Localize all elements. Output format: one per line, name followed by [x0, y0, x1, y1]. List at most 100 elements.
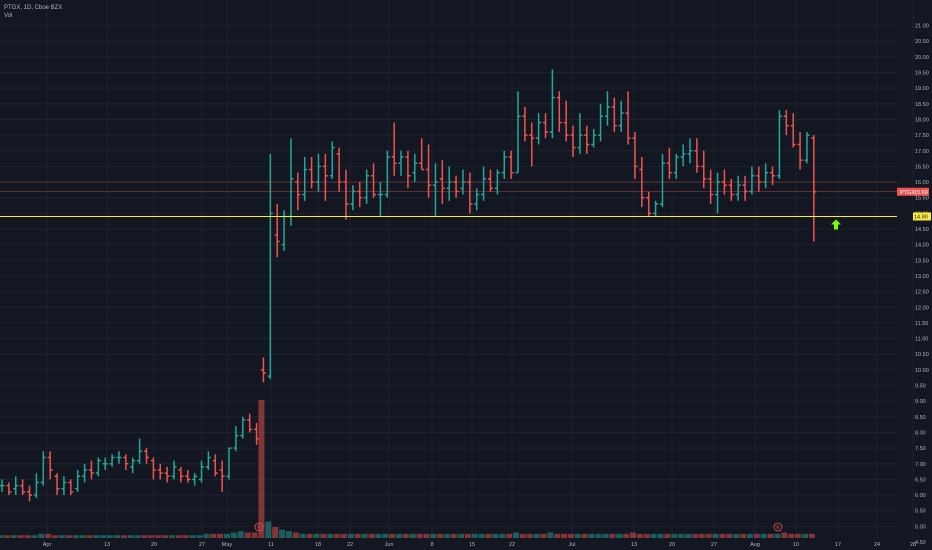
volume-bar [65, 535, 72, 538]
ohlc-bar [68, 479, 74, 496]
ohlc-bar [618, 100, 624, 132]
ohlc-bar [274, 203, 280, 258]
volume-bar [609, 533, 616, 538]
symbol-line[interactable]: PTGX, 1D, Cboe BZX [4, 5, 63, 11]
volume-bar [547, 532, 554, 538]
ohlc-bar [804, 131, 810, 164]
earnings-letter[interactable]: E [257, 525, 261, 531]
ohlc-bar [199, 460, 205, 483]
volume-bar [45, 533, 52, 538]
ohlc-bar [797, 131, 803, 170]
chart-legend: PTGX, 1D, Cboe BZX Vol [4, 4, 62, 20]
ohlc-bar [556, 91, 562, 132]
time-tick-label: 8 [430, 542, 433, 548]
volume-bar [217, 533, 224, 538]
volume-bar [203, 533, 210, 538]
volume-bar [162, 535, 169, 538]
ohlc-bar [735, 175, 741, 201]
volume-bar [788, 533, 795, 538]
volume-bar [781, 532, 788, 538]
volume-bar [595, 533, 602, 538]
ohlc-bar [302, 157, 308, 201]
earnings-circle[interactable] [773, 522, 783, 532]
ohlc-bar [673, 153, 679, 179]
volume-bar [279, 529, 286, 538]
volume-bar [3, 535, 10, 538]
ohlc-bar [384, 150, 390, 198]
last-price-badge: PTGX 15.69 [897, 187, 929, 196]
ohlc-bar [157, 463, 163, 480]
ohlc-bar [364, 169, 370, 204]
volume-bar [113, 535, 120, 538]
earnings-letter[interactable]: E [776, 525, 780, 531]
volume-bar [513, 532, 519, 538]
volume-bar [478, 533, 485, 538]
ohlc-bar [219, 460, 225, 492]
time-tick-label: 24 [874, 542, 880, 548]
ohlc-bar [123, 454, 129, 471]
volume-bar [671, 533, 678, 538]
volume-bar [616, 533, 623, 538]
volume-bar [760, 533, 767, 538]
ohlc-bar [742, 175, 748, 201]
volume-bar [272, 526, 279, 538]
ohlc-bar [398, 150, 404, 176]
volume-bar [471, 533, 478, 538]
volume-bar [519, 533, 526, 538]
price-tick-label: 10.50 [915, 352, 929, 358]
price-tick-label: 15.50 [915, 196, 929, 202]
volume-bar [327, 533, 334, 538]
volume-bar [767, 533, 774, 538]
volume-bar [568, 533, 575, 538]
volume-bar [237, 531, 244, 538]
ohlc-bar [33, 473, 39, 499]
ohlc-bar [687, 138, 693, 164]
volume-bar [155, 535, 162, 538]
ohlc-bar [522, 106, 528, 142]
volume-bar [127, 535, 134, 538]
ohlc-bar [240, 416, 246, 439]
volume-bar [0, 535, 3, 538]
price-tick-label: 9.00 [915, 399, 926, 405]
earnings-circle[interactable] [254, 522, 264, 532]
ohlc-bar [563, 100, 569, 142]
volume-bar [685, 533, 691, 538]
volume-bar [678, 533, 685, 538]
ohlc-bar [350, 185, 356, 211]
ohlc-bar [749, 166, 755, 195]
volume-bar [361, 533, 368, 538]
volume-label[interactable]: Vol [4, 13, 13, 19]
price-tick-label: 19.00 [915, 86, 929, 92]
price-tick-label: 7.50 [915, 446, 926, 452]
ohlc-bar [95, 457, 101, 477]
volume-bar [719, 533, 726, 538]
volume-bar [574, 533, 581, 538]
ohlc-bar [591, 128, 597, 148]
ohlc-bar [357, 182, 363, 208]
volume-bar [230, 532, 237, 538]
volume-bar [636, 533, 643, 538]
volume-bar [196, 535, 203, 538]
volume-bar [581, 533, 588, 538]
volume-bar [698, 533, 705, 538]
time-scale[interactable]: Apr 13 20 27 May 11 18 22 Jun 8 15 22 Jul 13 20 27 Aug 10… [43, 542, 916, 548]
volume-bar [526, 533, 533, 538]
volume-bar [705, 533, 712, 538]
ohlc-bar [212, 454, 218, 477]
volume-bar [375, 533, 382, 538]
price-tick-label: 7.00 [915, 462, 926, 468]
ohlc-bar [584, 125, 590, 154]
ohlc-bar [75, 470, 81, 492]
ohlc-bar [543, 113, 549, 139]
time-tick-label: 22 [509, 542, 515, 548]
volume-bar [389, 533, 396, 538]
volume-pane [0, 400, 815, 538]
support-price-value: 14.90 [914, 214, 928, 220]
volume-bar [416, 533, 423, 538]
volume-bar [306, 533, 313, 538]
ohlc-bar [790, 113, 796, 148]
ohlc-bar [487, 169, 493, 192]
volume-bar [643, 533, 650, 538]
